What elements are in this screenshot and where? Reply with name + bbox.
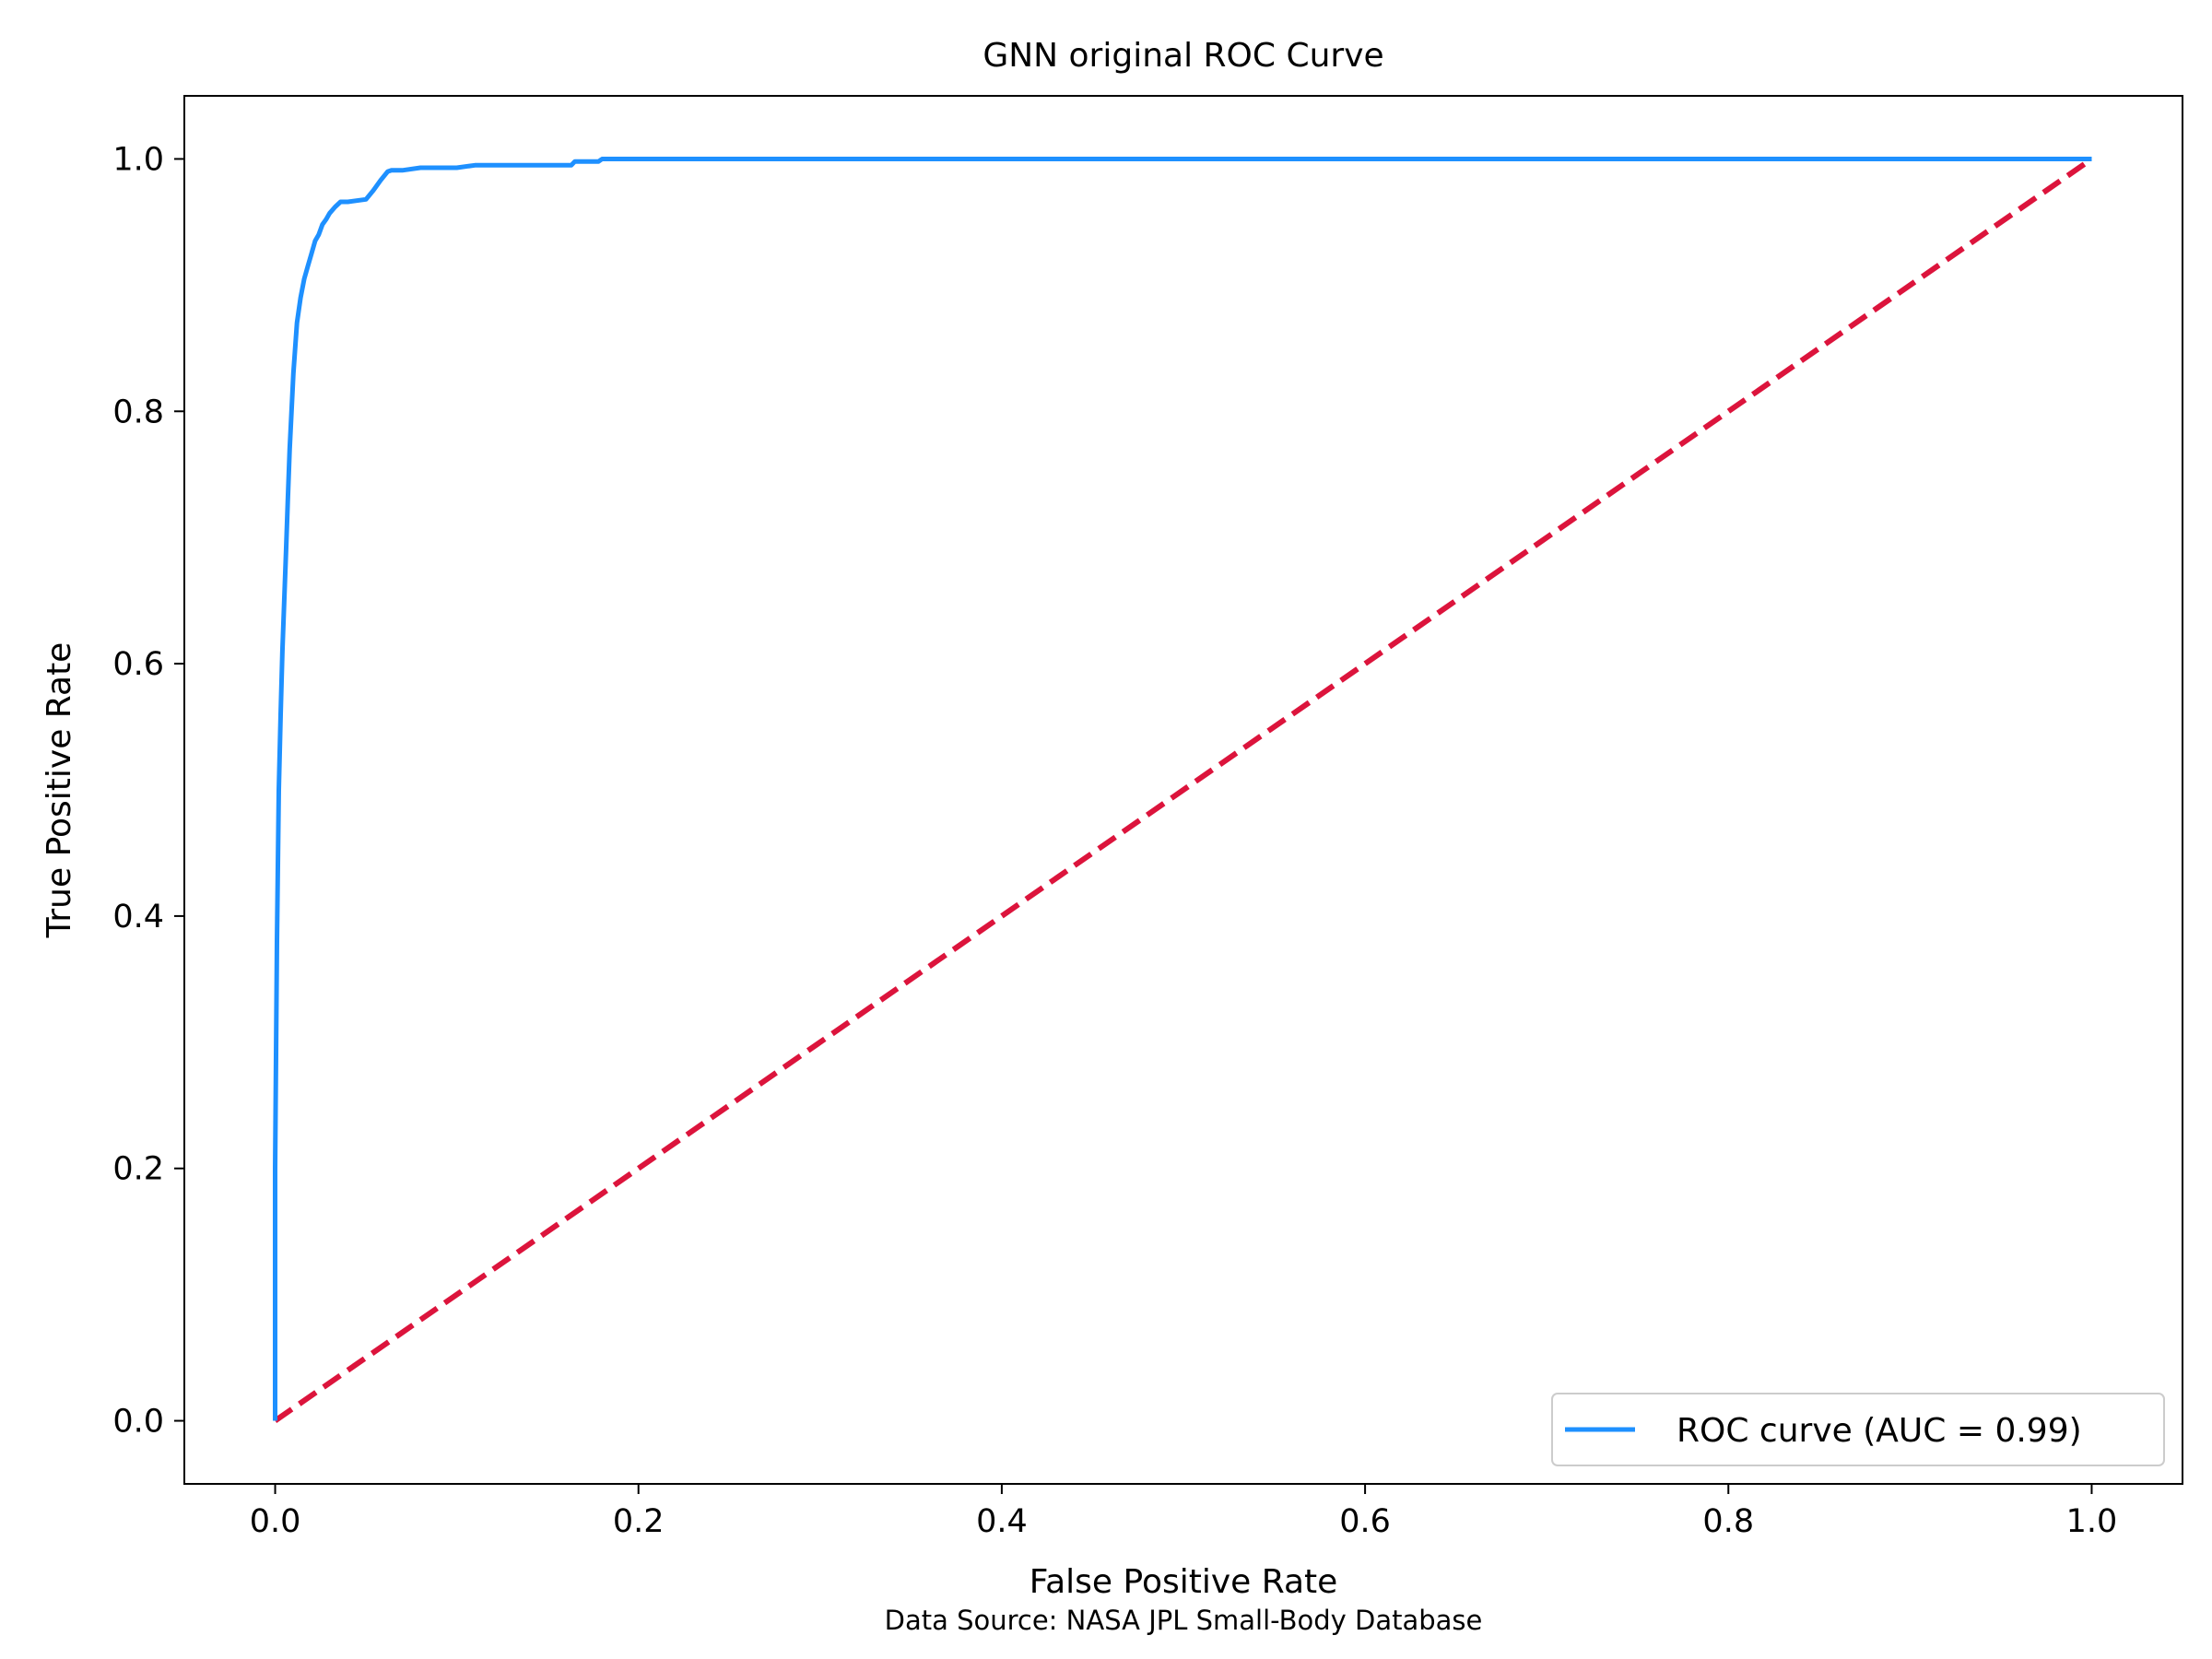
legend-label: ROC curve (AUC = 0.99) [1677, 1412, 2082, 1450]
y-tick-label: 0.8 [112, 394, 164, 430]
x-tick-label: 0.6 [1339, 1503, 1391, 1540]
data-source-caption: Data Source: NASA JPL Small-Body Databas… [885, 1605, 1483, 1636]
y-axis-label: True Positive Rate [41, 642, 78, 939]
roc-curve-line [273, 157, 2092, 1421]
x-axis: 0.0 0.2 0.4 0.6 0.8 1.0 [250, 1484, 2118, 1540]
chart-title: GNN original ROC Curve [982, 37, 1383, 75]
x-tick-label: 1.0 [2066, 1503, 2118, 1540]
y-axis: 0.0 0.2 0.4 0.6 0.8 1.0 [112, 141, 184, 1441]
y-tick-label: 0.4 [112, 899, 164, 935]
x-tick-label: 0.0 [250, 1503, 301, 1540]
series-layer [273, 157, 2094, 1423]
y-tick-label: 0.2 [112, 1151, 164, 1188]
legend: ROC curve (AUC = 0.99) [1551, 1393, 2165, 1466]
plot-frame [183, 95, 2183, 1485]
x-tick-label: 0.4 [976, 1503, 1028, 1540]
x-axis-label: False Positive Rate [1030, 1563, 1338, 1601]
x-tick-label: 0.2 [613, 1503, 665, 1540]
y-tick-label: 1.0 [112, 141, 164, 178]
plot-area [183, 95, 2183, 1485]
reference-diagonal-line [273, 157, 2094, 1423]
y-tick-label: 0.6 [112, 646, 164, 683]
y-tick-label: 0.0 [112, 1404, 164, 1441]
legend-box [1551, 1393, 2165, 1466]
x-tick-label: 0.8 [1702, 1503, 1754, 1540]
